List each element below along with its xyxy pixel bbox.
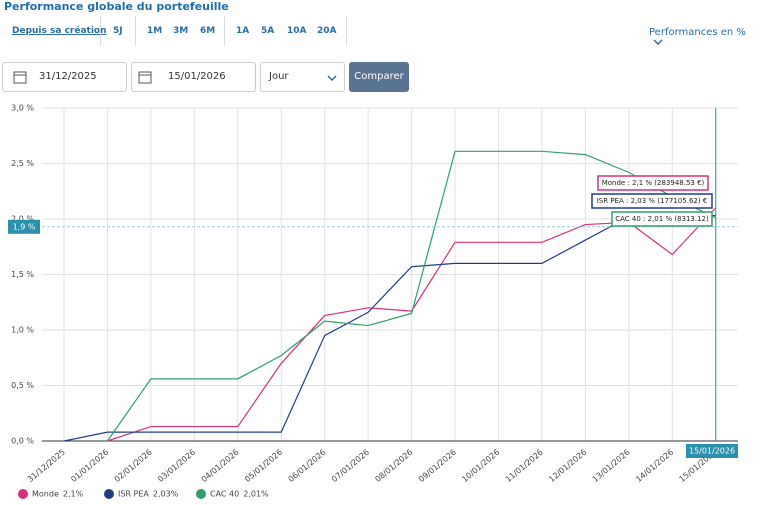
cursor-x-label: 15/01/2026 (689, 447, 735, 456)
x-tick-label: 11/01/2026 (504, 448, 545, 485)
legend-name: Monde (32, 490, 59, 499)
y-tick-label: 1,0 % (11, 326, 34, 335)
page-title: Performance globale du portefeuille (4, 0, 229, 13)
x-tick-label: 07/01/2026 (330, 448, 371, 485)
mode-label: Performances en % (649, 27, 746, 38)
y-tick-label: 2,0 % (11, 215, 34, 224)
x-tick-label: 14/01/2026 (634, 448, 675, 485)
chevron (327, 75, 337, 82)
legend-marker (196, 489, 206, 499)
tooltip-text: ISR PEA : 2,03 % (177105.62) € (597, 197, 708, 205)
legend-name: ISR PEA (118, 490, 149, 499)
legend-value: 2,03% (153, 490, 179, 499)
period-tab[interactable]: 6M (200, 26, 216, 36)
start-date[interactable]: 31/12/2025 (2, 62, 127, 92)
x-tick-label: 06/01/2026 (286, 448, 327, 485)
period-tab[interactable]: 20A (317, 26, 337, 36)
separator (100, 16, 101, 46)
period-tab[interactable]: 5J (113, 26, 123, 36)
end-date[interactable]: 15/01/2026 (131, 62, 256, 92)
y-tick-label: 2,5 % (11, 159, 34, 168)
date-text: 15/01/2026 (168, 71, 226, 82)
legend-marker (18, 489, 28, 499)
separator (346, 16, 347, 46)
x-tick-label: 01/01/2026 (69, 448, 110, 485)
x-tick-label: 31/12/2025 (26, 448, 67, 485)
tooltip-text: Monde : 2,1 % (283948.53 €) (602, 179, 705, 187)
period-tab[interactable]: 1A (236, 26, 250, 36)
date-text: 31/12/2025 (39, 71, 97, 82)
legend-value: 2,1% (63, 490, 84, 499)
calendar-icon (138, 71, 152, 84)
period-tab[interactable]: 3M (173, 26, 189, 36)
legend-value: 2,01% (243, 490, 269, 499)
cursor-y-box (8, 219, 40, 234)
calendar-icon (13, 71, 27, 84)
compare-button[interactable]: Comparer (349, 62, 409, 92)
x-tick-label: 12/01/2026 (547, 448, 588, 485)
y-tick-label: 0,0 % (11, 437, 34, 446)
x-tick-label: 13/01/2026 (591, 448, 632, 485)
granularity-select[interactable]: Jour (260, 62, 345, 92)
period-tab[interactable]: Depuis sa création (12, 26, 107, 36)
cursor-x-box (686, 444, 738, 458)
period-tab[interactable]: 10A (287, 26, 307, 36)
legend-name: CAC 40 (210, 490, 239, 499)
legend-marker (104, 489, 114, 499)
x-tick-label: 04/01/2026 (200, 448, 241, 485)
tooltip-box (611, 211, 713, 227)
select-text: Jour (269, 71, 289, 82)
tooltip-box (597, 175, 709, 191)
series-line (106, 150, 717, 442)
y-tick-label: 3,0 % (11, 104, 34, 113)
period-tab[interactable]: 5A (261, 26, 275, 36)
y-tick-label: 1,5 % (11, 270, 34, 279)
cursor-y-label: 1,9 % (13, 222, 36, 231)
separator (224, 16, 225, 46)
x-tick-label: 05/01/2026 (243, 448, 284, 485)
tooltip-text: CAC 40 : 2,01 % (8313.12) (615, 215, 709, 223)
period-tab[interactable]: 1M (147, 26, 163, 36)
x-tick-label: 03/01/2026 (156, 448, 197, 485)
separator (135, 16, 136, 46)
x-tick-label: 08/01/2026 (373, 448, 414, 485)
series-line (63, 213, 716, 442)
x-tick-label: 10/01/2026 (460, 448, 501, 485)
x-tick-label: 09/01/2026 (417, 448, 458, 485)
y-tick-label: 0,5 % (11, 381, 34, 390)
chevron (653, 39, 663, 46)
tooltip-box (591, 193, 713, 209)
mode-select[interactable]: Performances en % (649, 27, 760, 49)
x-tick-label: 02/01/2026 (113, 448, 154, 485)
